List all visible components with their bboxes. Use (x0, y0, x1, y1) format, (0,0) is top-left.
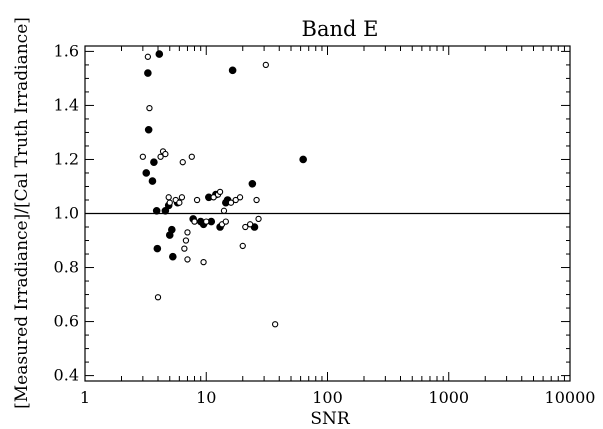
open-point (165, 194, 172, 201)
open-point (144, 53, 152, 60)
filled-point (169, 252, 177, 261)
open-point (200, 258, 207, 266)
open-point (139, 153, 147, 160)
open-point (203, 218, 210, 225)
y-tick-label: 1.2 (54, 149, 79, 168)
open-point (166, 199, 173, 206)
y-tick-label: 0.8 (54, 258, 79, 277)
filled-point (168, 225, 176, 234)
y-tick-label: 1.0 (54, 204, 79, 223)
x-tick-label: 1000 (428, 388, 469, 407)
open-point (193, 196, 201, 204)
open-point (242, 223, 249, 231)
filled-point (248, 179, 257, 188)
x-tick-label: 100 (312, 388, 343, 407)
y-tick-label: 1.4 (54, 95, 79, 114)
open-point (188, 153, 195, 160)
y-axis: 0.4 0.6 0.8 1.0 1.2 1.4 1.6 (54, 41, 570, 385)
open-point (220, 207, 228, 214)
filled-point (148, 177, 157, 185)
open-point (227, 199, 235, 206)
open-point (271, 321, 279, 328)
open-point (184, 256, 191, 263)
open-point (222, 218, 229, 225)
data-points (139, 50, 307, 328)
open-point (182, 237, 190, 244)
filled-point (144, 69, 152, 77)
open-point (146, 104, 153, 112)
open-point (176, 199, 183, 206)
x-tick-label: 10000 (545, 388, 596, 407)
filled-point (153, 244, 162, 253)
open-point (262, 61, 269, 69)
open-point (178, 194, 186, 201)
open-point (216, 188, 224, 196)
x-axis: 1 10 100 1000 10000 (80, 46, 596, 407)
filled-point (142, 169, 151, 177)
open-point (246, 221, 254, 228)
filled-point (155, 50, 164, 58)
open-point (181, 245, 188, 252)
open-point (253, 196, 260, 204)
y-axis-label: [Measured Irradiance]/[Cal Truth Irradia… (12, 17, 32, 409)
x-tick-label: 1 (80, 388, 90, 407)
open-point (184, 229, 191, 236)
y-tick-label: 0.4 (54, 366, 79, 385)
filled-point (144, 125, 153, 134)
y-tick-label: 1.6 (54, 41, 79, 60)
filled-point (228, 66, 237, 75)
x-tick-label: 10 (196, 388, 216, 407)
filled-point (152, 206, 161, 215)
open-point (210, 194, 217, 201)
filled-point (161, 206, 170, 215)
chart-title: Band E (302, 17, 379, 41)
open-point (236, 194, 244, 201)
open-point (162, 150, 169, 158)
open-point (255, 215, 262, 223)
open-point (239, 242, 246, 250)
open-point (191, 218, 198, 225)
filled-point (299, 155, 307, 164)
y-tick-label: 0.6 (54, 312, 79, 331)
open-point (232, 196, 239, 204)
x-axis-label: SNR (310, 409, 351, 429)
open-point (154, 294, 162, 301)
filled-point (150, 158, 158, 166)
open-point (157, 153, 164, 160)
open-point (179, 159, 186, 166)
